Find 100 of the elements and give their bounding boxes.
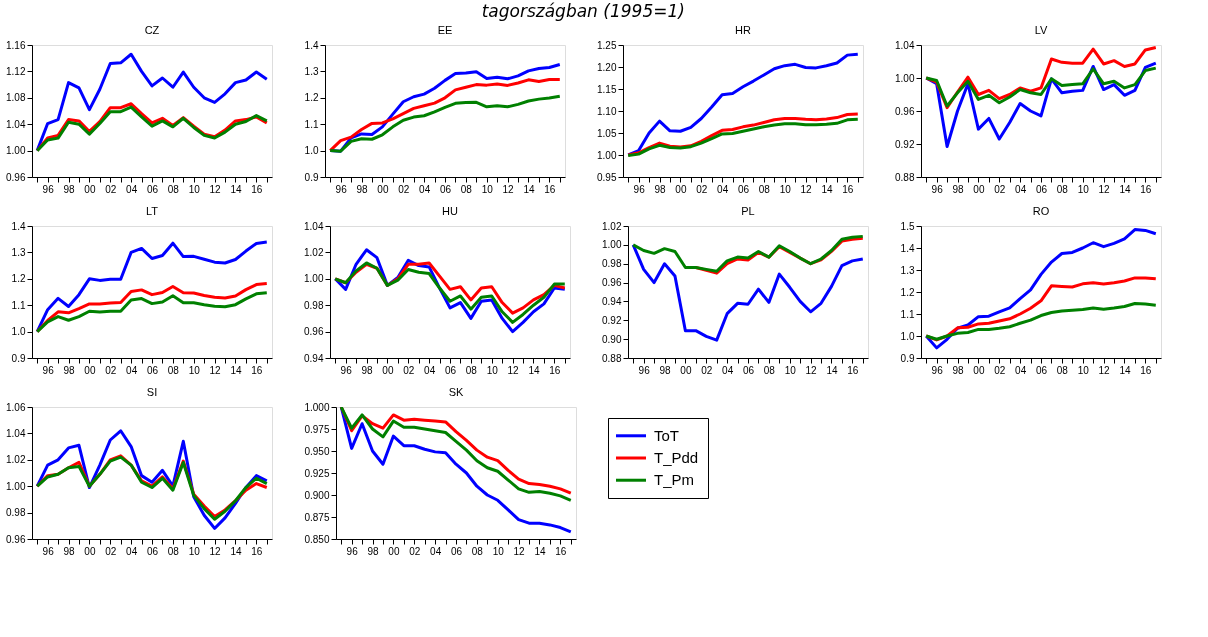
x-tick-label: 12 (800, 183, 813, 195)
x-tick-label: 96 (633, 183, 646, 195)
x-tick-label: 10 (188, 183, 201, 195)
y-tick-label: 1.1 (900, 308, 915, 320)
y-tick-label: 0.94 (602, 295, 622, 307)
x-tick-label: 00 (84, 545, 96, 557)
y-tick-label: 1.15 (597, 83, 617, 95)
x-tick-label: 02 (105, 183, 117, 195)
y-tick-label: 1.4 (11, 220, 26, 232)
chart-title: EE (437, 24, 453, 36)
y-tick-label: 1.00 (6, 480, 26, 492)
line-series (328, 94, 562, 153)
x-tick-label: 12 (513, 545, 526, 557)
x-tick-label: 00 (84, 183, 96, 195)
x-tick-label: 14 (1119, 364, 1131, 376)
y-tick-label: 1.2 (900, 286, 915, 298)
line-series (35, 291, 269, 334)
y-tick-label: 1.00 (304, 273, 324, 285)
y-tick-label: 0.96 (895, 105, 915, 117)
x-tick-label: 08 (1056, 364, 1069, 376)
x-tick-label: 16 (549, 364, 561, 376)
x-tick-label: 98 (361, 364, 374, 376)
y-tick-label: 1.08 (6, 92, 26, 104)
x-tick-label: 00 (680, 364, 692, 376)
y-tick-label: 1.06 (6, 401, 26, 413)
x-tick-label: 96 (42, 545, 55, 557)
x-tick-label: 08 (167, 545, 180, 557)
y-tick-label: 1.1 (304, 118, 319, 130)
y-tick-label: 0.92 (602, 314, 622, 326)
x-tick-label: 14 (821, 183, 833, 195)
x-tick-label: 96 (42, 183, 55, 195)
x-tick-label: 98 (952, 364, 965, 376)
x-tick-label: 16 (1140, 183, 1152, 195)
x-tick-label: 08 (471, 545, 484, 557)
y-tick-label: 0.9 (11, 352, 26, 364)
x-tick-label: 08 (758, 183, 771, 195)
x-tick-label: 10 (779, 183, 792, 195)
x-tick-label: 06 (146, 545, 159, 557)
y-tick-label: 1.00 (602, 239, 622, 251)
y-tick-label: 0.96 (602, 277, 622, 289)
x-tick-label: 12 (209, 364, 222, 376)
x-tick-label: 98 (63, 364, 76, 376)
x-tick-label: 04 (419, 183, 431, 195)
chart-title: LV (1034, 24, 1048, 36)
x-tick-label: 16 (251, 364, 263, 376)
x-tick-label: 98 (952, 183, 965, 195)
x-tick-label: 04 (1015, 364, 1027, 376)
y-tick-label: 1.16 (6, 39, 26, 51)
x-tick-label: 06 (1035, 183, 1048, 195)
x-tick-label: 04 (722, 364, 734, 376)
chart-title: CZ (144, 24, 160, 36)
x-tick-label: 96 (335, 183, 348, 195)
y-tick-label: 0.96 (6, 533, 26, 545)
x-tick-label: 06 (742, 364, 755, 376)
y-tick-label: 0.925 (304, 467, 330, 479)
y-tick-label: 1.3 (11, 246, 26, 258)
x-tick-label: 12 (1098, 183, 1111, 195)
y-tick-label: 0.975 (304, 423, 330, 435)
x-tick-label: 02 (398, 183, 410, 195)
x-tick-label: 08 (763, 364, 776, 376)
y-tick-label: 0.92 (895, 138, 915, 150)
chart-title: SI (146, 386, 158, 398)
legend-label: T_Pm (654, 471, 695, 489)
x-tick-label: 96 (42, 364, 55, 376)
x-tick-label: 00 (973, 364, 985, 376)
chart-title: HR (735, 24, 751, 36)
y-tick-label: 1.3 (304, 65, 319, 77)
x-tick-label: 14 (826, 364, 838, 376)
y-tick-label: 0.88 (895, 171, 915, 183)
x-tick-label: 00 (377, 183, 389, 195)
x-tick-label: 00 (388, 545, 400, 557)
x-tick-label: 02 (696, 183, 708, 195)
y-tick-label: 0.875 (304, 511, 330, 523)
y-tick-label: 0.98 (304, 299, 324, 311)
y-tick-label: 0.98 (602, 258, 622, 270)
y-tick-label: 0.950 (304, 445, 330, 457)
y-tick-label: 1.12 (6, 65, 26, 77)
y-tick-label: 1.4 (304, 39, 319, 51)
line-series (924, 301, 1158, 341)
y-tick-label: 1.1 (11, 299, 26, 311)
y-tick-label: 1.20 (597, 61, 617, 73)
y-tick-label: 0.88 (602, 352, 622, 364)
x-tick-label: 16 (1140, 364, 1152, 376)
x-tick-label: 04 (717, 183, 729, 195)
x-tick-label: 10 (1077, 364, 1090, 376)
x-tick-label: 08 (167, 183, 180, 195)
x-tick-label: 98 (63, 545, 76, 557)
y-tick-label: 1.10 (597, 105, 617, 117)
line-series (631, 243, 865, 342)
x-tick-label: 06 (146, 183, 159, 195)
x-tick-label: 08 (1056, 183, 1069, 195)
x-tick-label: 06 (737, 183, 750, 195)
x-tick-label: 16 (842, 183, 854, 195)
x-tick-label: 96 (340, 364, 353, 376)
y-tick-label: 0.90 (602, 333, 622, 345)
x-tick-label: 04 (430, 545, 442, 557)
y-tick-label: 1.00 (895, 72, 915, 84)
x-tick-label: 00 (84, 364, 96, 376)
y-tick-label: 0.98 (6, 507, 26, 519)
x-tick-label: 04 (126, 364, 138, 376)
